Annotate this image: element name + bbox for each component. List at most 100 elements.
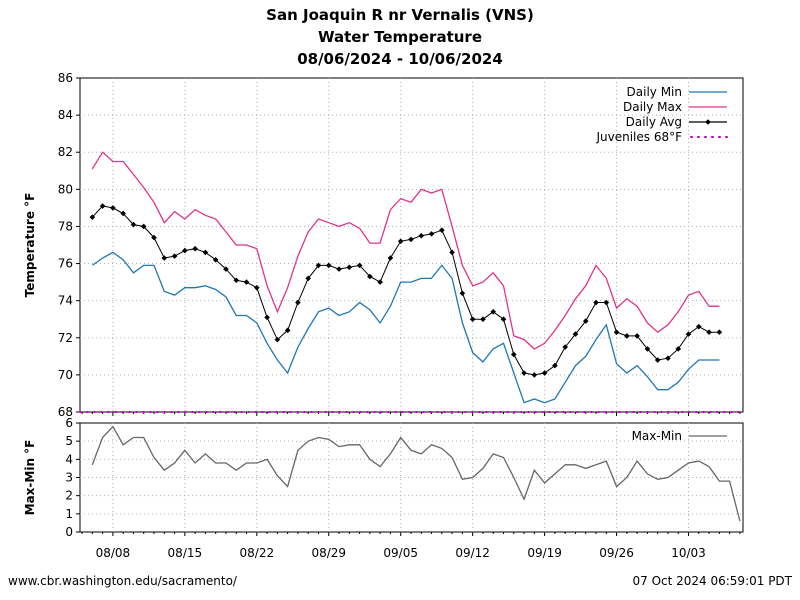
- legend-juveniles-label: Juveniles 68°F: [595, 130, 682, 144]
- daily-avg-point: [254, 284, 260, 291]
- daily-avg-point: [305, 275, 311, 282]
- daily-avg-point: [654, 357, 661, 363]
- temp-y-tick-label: 86: [58, 71, 73, 85]
- x-tick-label: 09/12: [455, 546, 490, 560]
- daily-avg-point: [264, 314, 270, 321]
- legend-daily-avg-label: Daily Avg: [626, 115, 682, 129]
- daily-avg-point: [500, 316, 507, 323]
- title-station: San Joaquin R nr Vernalis (VNS): [266, 6, 534, 24]
- x-tick-label: 08/22: [240, 546, 275, 560]
- daily-avg-point: [716, 329, 723, 336]
- daily-avg-point: [696, 323, 702, 330]
- range-y-tick-label: 6: [65, 416, 73, 430]
- daily-avg-point: [572, 331, 579, 337]
- daily-avg-point: [428, 231, 435, 237]
- series-max-min-line: [91, 425, 741, 522]
- daily-avg-point: [552, 362, 558, 369]
- daily-avg-point: [685, 331, 692, 337]
- series-daily-min-line: [91, 251, 720, 404]
- daily-avg-point: [130, 221, 137, 228]
- daily-avg-point: [480, 316, 486, 323]
- daily-avg-point: [223, 266, 229, 272]
- temp-y-tick-label: 74: [58, 294, 73, 308]
- daily-avg-point: [325, 262, 332, 269]
- daily-avg-point: [212, 257, 219, 263]
- daily-avg-point: [439, 227, 445, 233]
- daily-avg-point: [624, 333, 630, 339]
- source-url[interactable]: www.cbr.washington.edu/sacramento/: [8, 574, 237, 588]
- daily-avg-point: [377, 279, 383, 285]
- range-y-tick-label: 1: [65, 507, 73, 521]
- temp-y-tick-label: 80: [58, 182, 73, 196]
- daily-avg-point: [521, 370, 527, 376]
- x-tick-label: 08/15: [168, 546, 203, 560]
- daily-avg-point: [202, 249, 209, 256]
- daily-avg-point: [151, 234, 157, 241]
- daily-avg-point: [408, 236, 414, 243]
- daily-avg-point: [418, 232, 425, 239]
- daily-avg-point: [274, 336, 281, 343]
- series-daily-max-line: [91, 151, 720, 350]
- legend-daily-min-label: Daily Min: [627, 85, 682, 99]
- daily-avg-point: [582, 318, 589, 324]
- daily-avg-point: [459, 290, 466, 297]
- range-y-tick-label: 3: [65, 471, 73, 485]
- daily-avg-point: [346, 264, 353, 271]
- daily-avg-point: [315, 262, 322, 269]
- x-tick-label: 09/26: [599, 546, 634, 560]
- daily-avg-point: [665, 355, 671, 361]
- daily-avg-point: [243, 279, 250, 285]
- range-y-tick-label: 0: [65, 525, 73, 539]
- daily-avg-point: [171, 253, 178, 259]
- daily-avg-point: [336, 266, 342, 272]
- daily-avg-point: [110, 205, 116, 211]
- daily-avg-point: [161, 255, 168, 261]
- temp-y-tick-label: 72: [58, 331, 73, 345]
- daily-avg-point: [233, 277, 240, 284]
- chart-title: San Joaquin R nr Vernalis (VNS) Water Te…: [0, 4, 800, 70]
- range-y-axis-label: Max-Min °F: [23, 440, 37, 516]
- daily-avg-point: [675, 346, 682, 352]
- daily-avg-point: [510, 351, 517, 358]
- temp-y-tick-label: 76: [58, 257, 73, 271]
- x-tick-label: 09/05: [383, 546, 418, 560]
- temp-y-tick-label: 68: [58, 405, 73, 419]
- daily-avg-point: [295, 299, 301, 306]
- temp-y-tick-label: 82: [58, 145, 73, 159]
- daily-avg-point: [634, 333, 640, 339]
- temp-y-tick-label: 78: [58, 219, 73, 233]
- title-parameter: Water Temperature: [318, 28, 482, 46]
- daily-avg-point: [120, 210, 126, 217]
- daily-avg-point: [613, 329, 620, 336]
- daily-avg-point: [284, 327, 291, 334]
- legend-max-min-label: Max-Min: [632, 429, 682, 443]
- daily-avg-point: [469, 316, 476, 323]
- daily-avg-point: [644, 346, 651, 352]
- daily-avg-point: [449, 249, 455, 256]
- range-y-tick-label: 2: [65, 489, 73, 503]
- daily-avg-point: [593, 299, 599, 306]
- daily-avg-point: [192, 245, 198, 252]
- legend-daily-max-label: Daily Max: [623, 100, 682, 114]
- daily-avg-point: [367, 273, 373, 280]
- daily-avg-point: [531, 372, 538, 378]
- daily-avg-point: [99, 203, 106, 209]
- temp-y-tick-label: 70: [58, 368, 73, 382]
- daily-avg-point: [706, 329, 712, 336]
- temp-y-tick-label: 84: [58, 108, 73, 122]
- daily-avg-point: [490, 309, 497, 315]
- daily-avg-point: [140, 223, 147, 230]
- daily-avg-point: [603, 299, 610, 306]
- daily-avg-point: [397, 238, 404, 245]
- daily-avg-point: [387, 255, 394, 261]
- legend-daily-avg-marker: [705, 119, 711, 125]
- title-date-range: 08/06/2024 - 10/06/2024: [297, 50, 503, 68]
- x-tick-label: 09/19: [527, 546, 562, 560]
- x-tick-label: 08/08: [96, 546, 131, 560]
- daily-avg-point: [562, 344, 568, 350]
- x-tick-label: 10/03: [671, 546, 706, 560]
- x-tick-label: 08/29: [311, 546, 346, 560]
- temp-y-axis-label: Temperature °F: [23, 193, 37, 298]
- generated-timestamp: 07 Oct 2024 06:59:01 PDT: [632, 574, 792, 588]
